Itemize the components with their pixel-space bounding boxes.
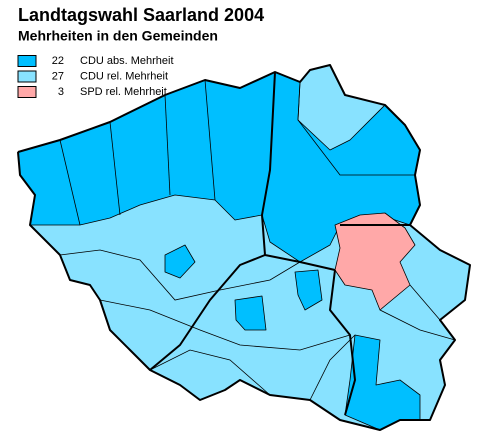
municipal-border <box>59 139 81 226</box>
municipal-border <box>379 309 456 341</box>
region <box>294 269 323 311</box>
municipal-border <box>164 94 171 196</box>
municipal-border <box>59 249 301 301</box>
title: Landtagswahl Saarland 2004 <box>18 5 264 25</box>
municipal-border <box>297 81 415 176</box>
legend-count: 27 <box>52 70 64 82</box>
legend-count: 22 <box>52 55 64 67</box>
municipal-border <box>149 349 271 396</box>
municipal-border <box>409 284 441 321</box>
district-border <box>261 71 336 271</box>
legend-swatch <box>17 86 37 98</box>
legend-swatch <box>17 55 37 67</box>
municipal-border <box>99 299 351 351</box>
district-border <box>17 64 471 431</box>
district-border <box>329 269 356 416</box>
municipal-border <box>204 79 216 201</box>
municipal-border <box>309 334 356 401</box>
map <box>17 64 471 431</box>
legend-count: 3 <box>58 86 64 98</box>
legend: 22 CDU abs. Mehrheit 27 CDU rel. Mehrheit 3 S… <box>17 55 174 98</box>
legend-swatch <box>17 70 37 83</box>
district-border <box>149 254 266 371</box>
legend-label: SPD rel. Mehrheit <box>80 86 167 98</box>
region <box>234 295 267 331</box>
legend-label: CDU abs. Mehrheit <box>80 55 174 67</box>
legend-label: CDU rel. Mehrheit <box>80 70 168 82</box>
subtitle: Mehrheiten in den Gemeinden <box>18 28 218 44</box>
municipal-border <box>109 121 121 216</box>
region <box>164 244 196 279</box>
